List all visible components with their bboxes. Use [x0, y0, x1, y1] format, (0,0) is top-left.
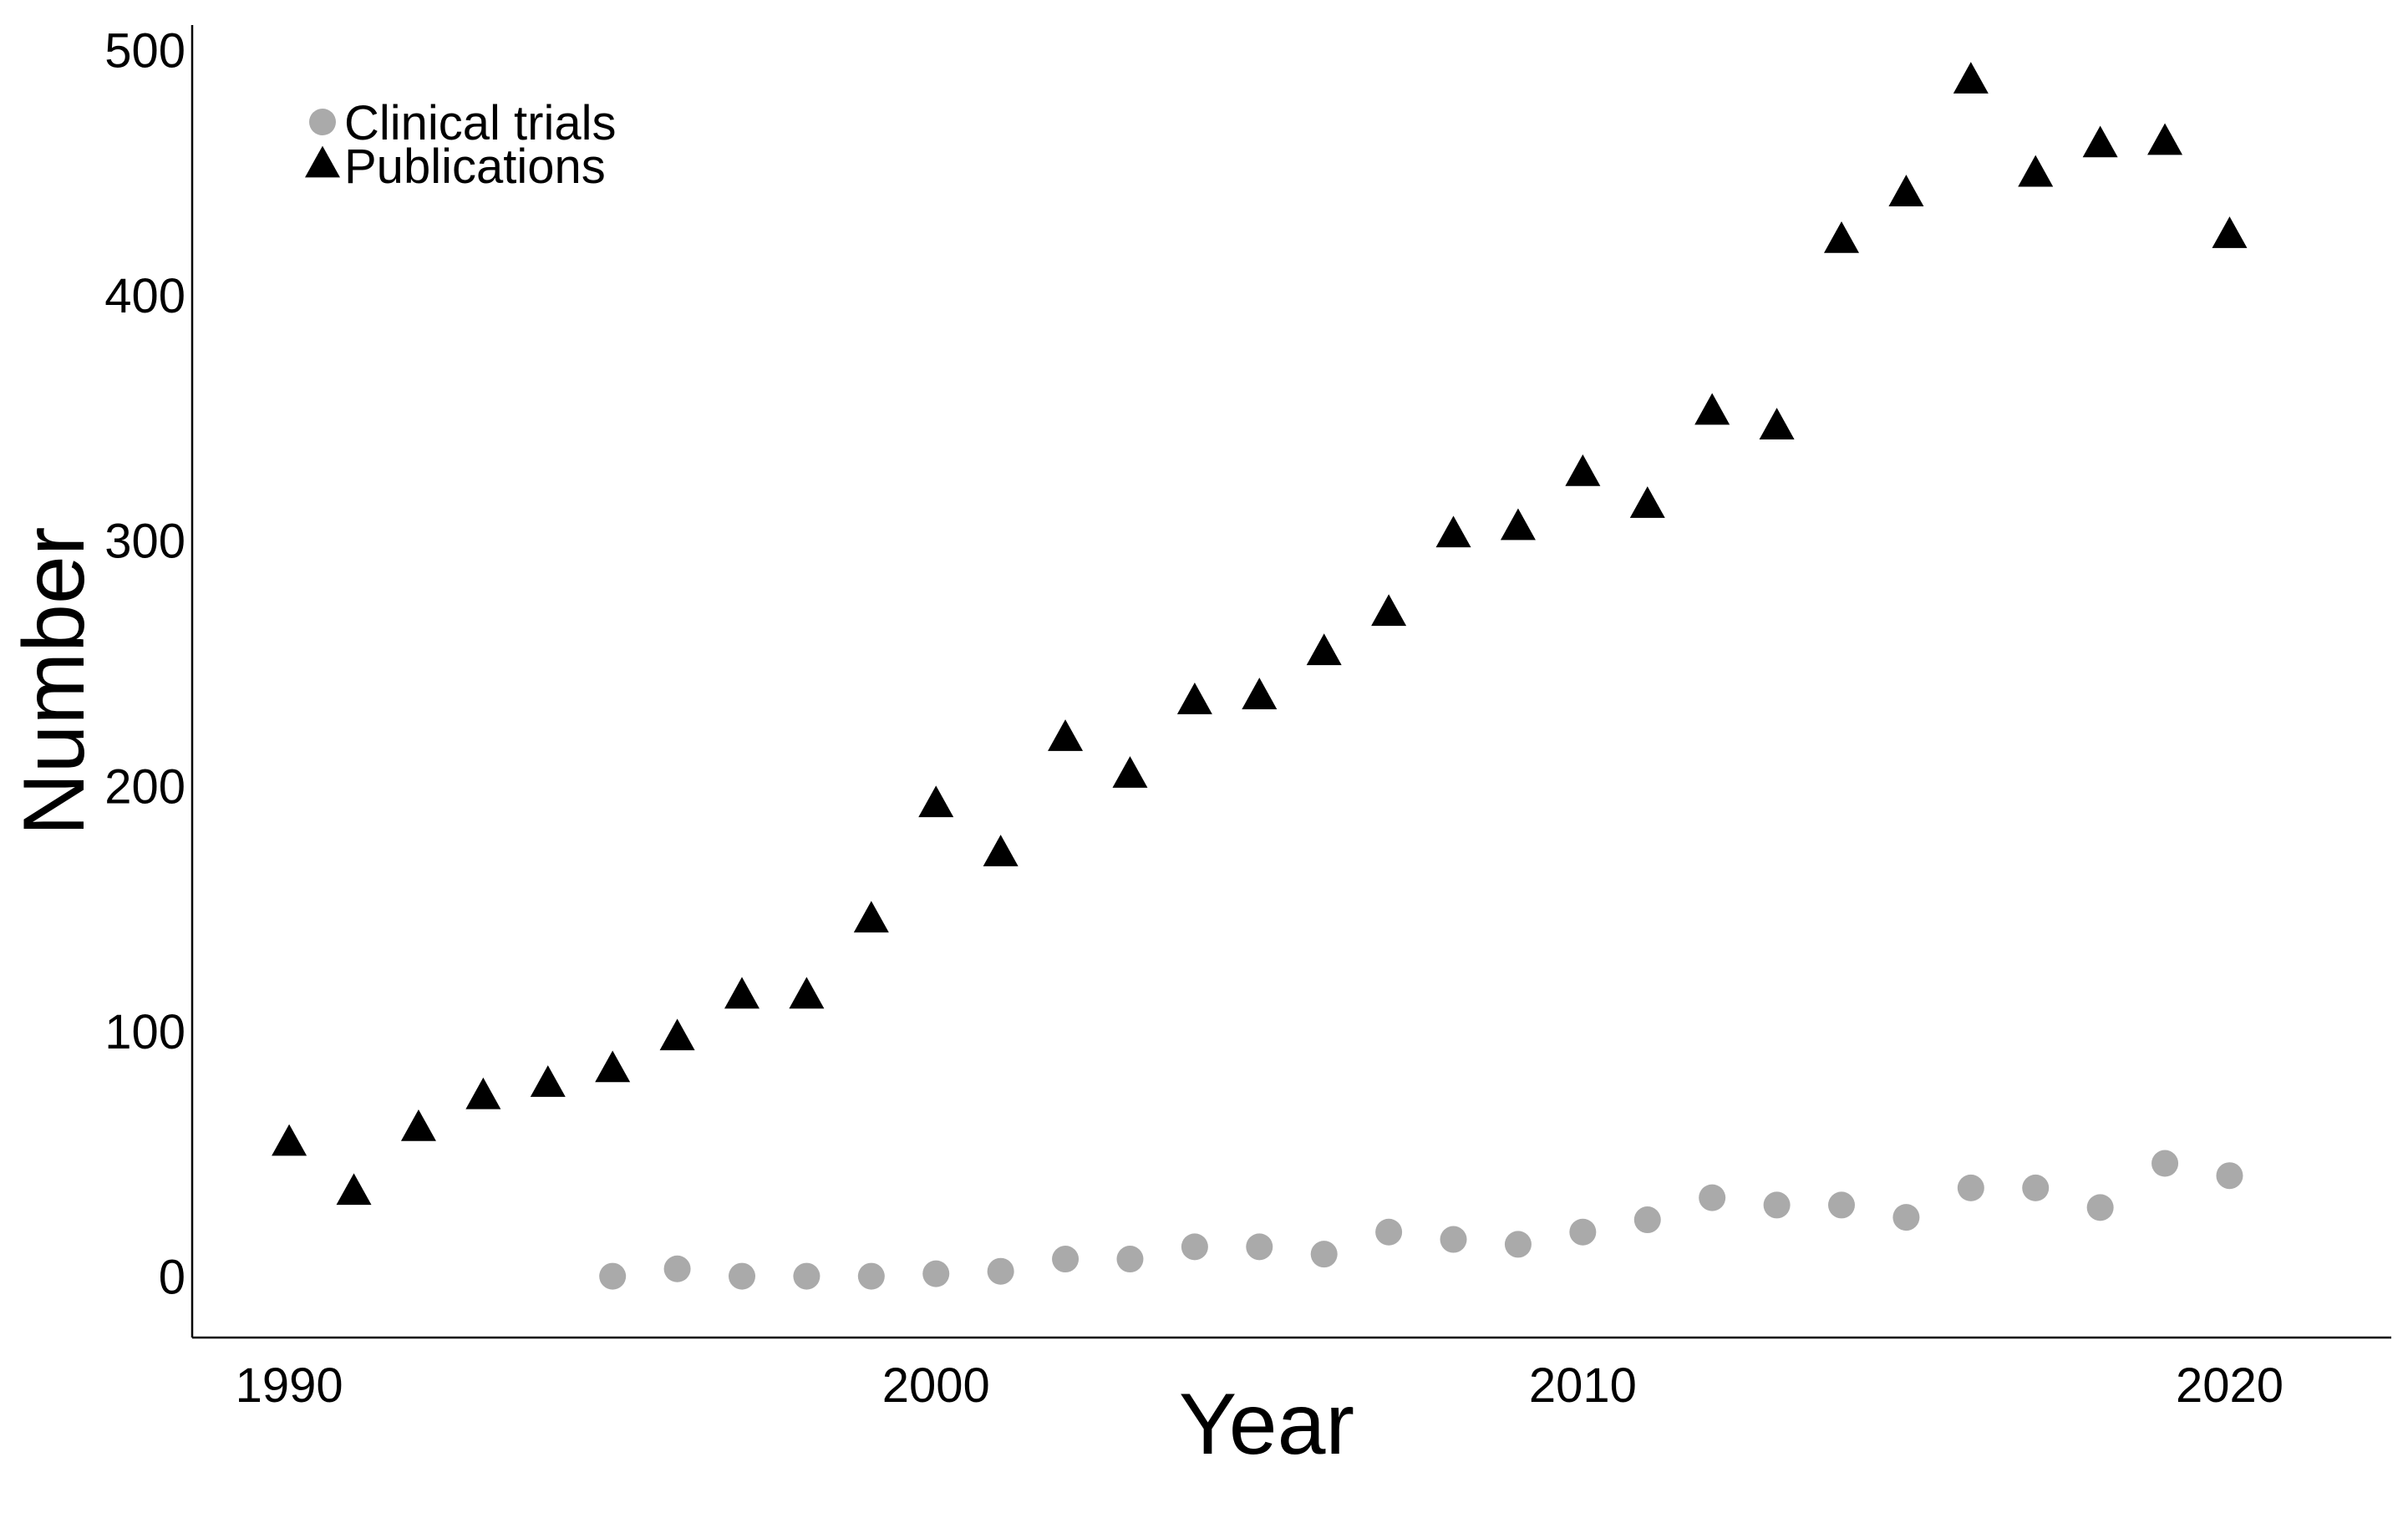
data-point-clinical-trials — [1828, 1191, 1855, 1219]
data-point-publications — [1953, 62, 1989, 94]
y-tick-label: 300 — [104, 515, 185, 569]
data-point-clinical-trials — [1375, 1218, 1403, 1246]
y-tick-label: 200 — [104, 759, 185, 814]
data-point-publications — [595, 1050, 631, 1083]
data-point-clinical-trials — [663, 1255, 691, 1282]
y-axis-title: Number — [6, 527, 103, 836]
data-point-clinical-trials — [987, 1257, 1014, 1285]
data-point-clinical-trials — [793, 1262, 820, 1290]
data-point-publications — [2018, 155, 2054, 187]
data-point-publications — [1306, 633, 1342, 666]
data-point-publications — [1694, 393, 1730, 425]
data-point-publications — [2147, 123, 2183, 155]
data-point-publications — [1242, 678, 1278, 709]
data-point-publications — [336, 1173, 372, 1206]
data-point-publications — [983, 835, 1019, 866]
data-point-clinical-trials — [2216, 1162, 2243, 1190]
data-point-clinical-trials — [922, 1260, 950, 1287]
data-point-publications — [1759, 408, 1795, 439]
data-point-clinical-trials — [1504, 1231, 1532, 1258]
y-tick-label: 500 — [104, 23, 185, 78]
y-tick-labels: 0 100 200 300 400 500 — [104, 23, 185, 1304]
legend-label-clinical-trials: Clinical trials — [344, 96, 617, 150]
data-point-clinical-trials — [1957, 1174, 1984, 1201]
data-point-publications — [1371, 594, 1407, 627]
data-point-publications — [272, 1124, 307, 1156]
y-tick-label: 400 — [104, 269, 185, 323]
y-tick-label: 0 — [159, 1251, 185, 1305]
data-point-clinical-trials — [1633, 1206, 1661, 1234]
data-point-publications — [465, 1077, 501, 1109]
data-point-clinical-trials — [1052, 1246, 1080, 1273]
data-point-publications — [724, 977, 759, 1009]
data-point-publications — [1500, 508, 1536, 541]
data-point-publications — [1048, 719, 1084, 751]
data-point-clinical-trials — [1181, 1233, 1208, 1261]
data-point-publications — [1629, 486, 1665, 518]
x-tick-label: 2000 — [882, 1358, 990, 1413]
data-point-publications — [853, 901, 889, 933]
data-point-publications — [1435, 515, 1471, 548]
legend: Clinical trials Publications — [305, 96, 617, 194]
data-point-publications — [789, 977, 825, 1009]
data-point-clinical-trials — [1440, 1226, 1467, 1253]
data-point-publications — [1176, 683, 1212, 714]
data-point-clinical-trials — [857, 1262, 885, 1290]
data-points — [272, 62, 2248, 1290]
axes — [191, 25, 2391, 1339]
data-point-clinical-trials — [1569, 1218, 1597, 1246]
data-point-clinical-trials — [1892, 1204, 1920, 1231]
data-point-clinical-trials — [2151, 1150, 2179, 1177]
data-point-publications — [1112, 756, 1148, 788]
legend-marker-publications — [305, 145, 340, 178]
data-point-clinical-trials — [599, 1262, 627, 1290]
data-point-publications — [1824, 221, 1859, 253]
data-point-publications — [400, 1109, 436, 1141]
x-tick-label: 2020 — [2176, 1358, 2284, 1413]
data-point-clinical-trials — [1763, 1191, 1791, 1219]
x-tick-label: 1990 — [236, 1358, 343, 1413]
data-point-clinical-trials — [1310, 1241, 1338, 1268]
data-point-publications — [659, 1018, 695, 1051]
data-point-clinical-trials — [1116, 1246, 1144, 1273]
data-point-clinical-trials — [2022, 1174, 2050, 1201]
x-axis-title: Year — [1179, 1376, 1354, 1473]
x-tick-labels: 1990 2000 2010 2020 — [236, 1358, 2284, 1413]
data-point-publications — [2082, 125, 2118, 158]
data-point-clinical-trials — [1246, 1233, 1273, 1261]
legend-marker-clinical-trials — [309, 109, 336, 135]
legend-label-publications: Publications — [344, 140, 606, 194]
data-point-clinical-trials — [2086, 1194, 2114, 1221]
data-point-publications — [530, 1065, 566, 1097]
data-point-clinical-trials — [729, 1262, 755, 1290]
data-point-clinical-trials — [1699, 1184, 1726, 1211]
data-point-publications — [1565, 454, 1601, 486]
data-point-publications — [2212, 216, 2248, 248]
x-tick-label: 2010 — [1529, 1358, 1637, 1413]
data-point-publications — [1888, 175, 1924, 206]
y-tick-label: 100 — [104, 1005, 185, 1059]
data-point-publications — [918, 785, 954, 818]
